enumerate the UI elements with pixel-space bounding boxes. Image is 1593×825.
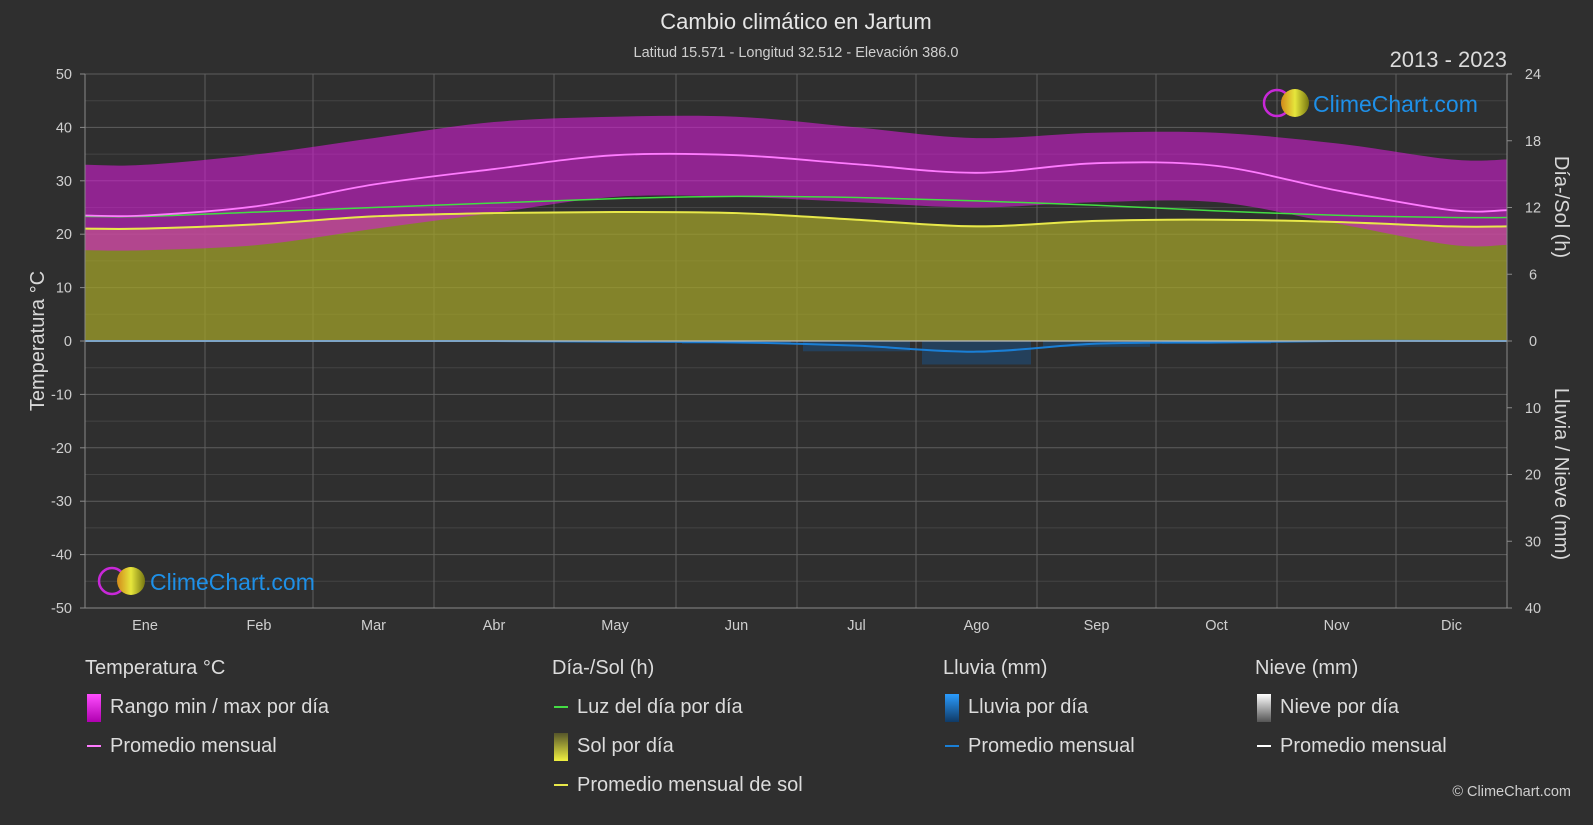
legend-item-sun-avg: Promedio mensual de sol [552,772,803,811]
daylight-swatch [554,706,568,708]
left-axis-label: Temperatura °C [27,271,49,411]
month-label: Ene [132,618,158,634]
left-tick-label: -30 [51,494,72,510]
logo-top: ClimeChart.com [1262,88,1478,118]
rain-swatch [945,694,959,722]
legend-temperature: Temperatura °C Rango min / max por día P… [85,656,329,772]
daylight-line [84,195,1508,219]
month-label: Ago [964,618,990,634]
logo-text-top: ClimeChart.com [1313,91,1478,117]
left-tick-label: -50 [51,601,72,617]
right-top-tick-label: 12 [1525,201,1541,217]
month-label: Jun [725,618,748,634]
left-tick-label: 30 [56,174,72,190]
legend-item-rain: Lluvia por día [943,694,1135,733]
month-label: Sep [1084,618,1110,634]
right-top-tick-label: 6 [1529,267,1537,283]
logo-sun-icon [1281,89,1309,117]
legend-sun-header: Día-/Sol (h) [552,657,655,679]
month-label: Jul [847,618,866,634]
logo-bottom: ClimeChart.com [97,566,315,596]
sun-avg-swatch [554,784,568,786]
legend-item-rain-avg: Promedio mensual [943,733,1135,772]
right-bottom-tick-label: 30 [1525,534,1541,550]
legend-rain-header: Lluvia (mm) [943,657,1048,679]
legend-temperature-header: Temperatura °C [85,657,226,679]
left-tick-label: 20 [56,227,72,243]
left-tick-label: 0 [64,334,72,350]
rain-avg-swatch [945,745,959,747]
legend-label: Lluvia por día [968,696,1089,718]
left-tick-label: -20 [51,441,72,457]
left-tick-label: 50 [56,67,72,83]
axis-layer: 50 40 30 20 10 0 -10 -20 -30 -40 -50 24 18 12 6 0 10 20 30… [51,67,1541,634]
copyright: © ClimeChart.com [1452,784,1571,800]
right-top-tick-label: 24 [1525,67,1541,83]
legend-rain: Lluvia (mm) Lluvia por día Promedio mens… [943,656,1135,772]
month-label: Nov [1324,618,1351,634]
temp-avg-swatch [87,745,101,747]
sunshine-area [85,211,1507,341]
month-label: May [601,618,629,634]
right-bottom-tick-label: 10 [1525,401,1541,417]
month-label: Oct [1205,618,1228,634]
legend-item-snow: Nieve por día [1255,694,1447,733]
legend-snow-header: Nieve (mm) [1255,657,1359,679]
rain-bar [922,341,1031,365]
right-bottom-tick-label: 20 [1525,468,1541,484]
logo-text-bottom: ClimeChart.com [150,569,315,595]
snow-avg-swatch [1257,745,1271,747]
legend-label: Rango min / max por día [110,696,329,718]
month-label: Feb [247,618,272,634]
right-bottom-tick-label: 40 [1525,601,1541,617]
month-label: Abr [483,618,506,634]
left-tick-label: -10 [51,387,72,403]
snow-swatch [1257,694,1271,722]
chart-subtitle: Latitud 15.571 - Longitud 32.512 - Eleva… [634,45,959,61]
month-label: Mar [361,618,386,634]
legend-label: Nieve por día [1280,696,1399,718]
series-layer [84,115,1508,365]
legend-item-daylight: Luz del día por día [552,694,803,733]
legend-label: Promedio mensual [1280,735,1447,757]
chart-title: Cambio climático en Jartum [660,9,931,34]
legend-label: Promedio mensual de sol [577,774,803,796]
right-axis-label-rain: Lluvia / Nieve (mm) [1550,388,1572,560]
legend-item-snow-avg: Promedio mensual [1255,733,1447,772]
logo-sun-icon [117,567,145,595]
legend-snow: Nieve (mm) Nieve por día Promedio mensua… [1255,656,1447,772]
legend-label: Sol por día [577,735,674,757]
sun-avg-line [84,210,1508,230]
right-top-tick-label: 18 [1525,134,1541,150]
right-top-tick-label: 0 [1529,334,1537,350]
period-label: 2013 - 2023 [1390,47,1507,72]
temp-range-band [85,115,1507,251]
legend-item-sunshine: Sol por día [552,733,803,772]
left-tick-label: -40 [51,548,72,564]
legend-sun: Día-/Sol (h) Luz del día por día Sol por… [552,656,803,811]
temp-avg-line [84,152,1508,218]
legend-label: Luz del día por día [577,696,743,718]
temp-range-swatch [87,694,101,722]
legend-item-temp-range: Rango min / max por día [85,694,329,733]
legend-item-temp-avg: Promedio mensual [85,733,329,772]
left-tick-label: 10 [56,281,72,297]
right-axis-label-sun: Día-/Sol (h) [1550,156,1572,258]
left-tick-label: 40 [56,120,72,136]
month-label: Dic [1441,618,1462,634]
legend-label: Promedio mensual [110,735,277,757]
sunshine-swatch [554,733,568,761]
legend-label: Promedio mensual [968,735,1135,757]
